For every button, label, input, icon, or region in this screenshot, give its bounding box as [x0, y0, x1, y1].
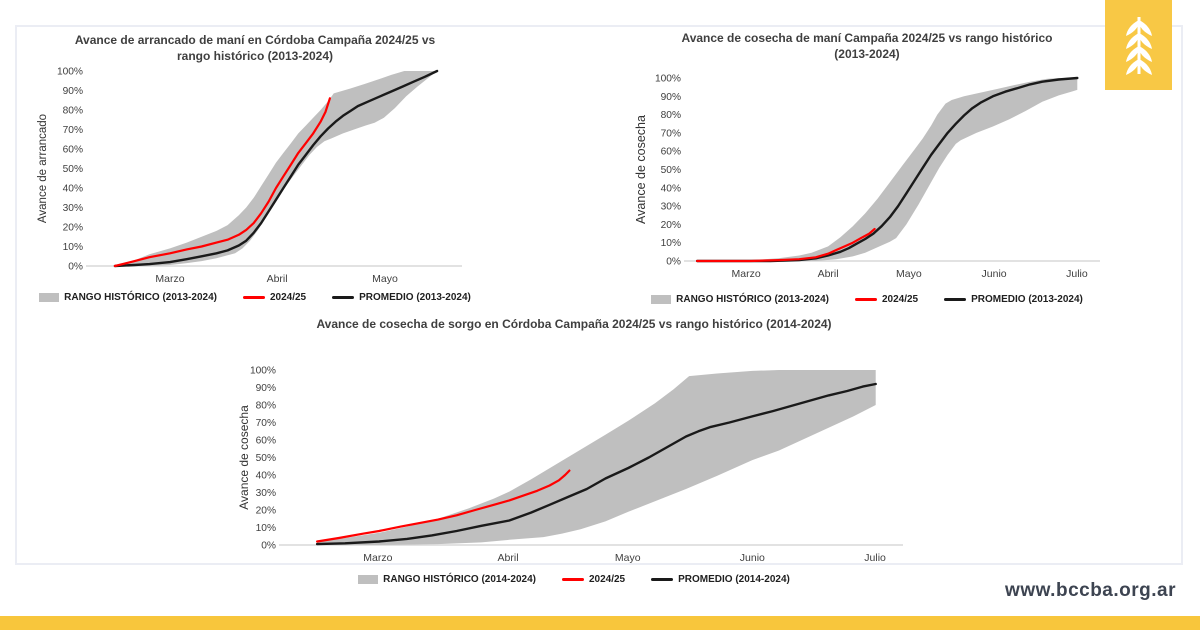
y-axis-title: Avance de cosecha	[237, 405, 251, 510]
svg-text:70%: 70%	[661, 128, 681, 139]
legend-label: 2024/25	[588, 574, 626, 585]
svg-text:80%: 80%	[661, 110, 681, 121]
svg-text:Marzo: Marzo	[731, 268, 760, 280]
svg-text:40%: 40%	[661, 183, 681, 194]
svg-text:60%: 60%	[256, 436, 276, 447]
legend-item: RANGO HISTÓRICO (2013-2024)	[39, 292, 217, 303]
chart-plot-area: 0% 10% 20% 30% 40% 50% 60% 70% 80% 90% 100% Marzo Ab…	[237, 366, 903, 564]
chart-legend: RANGO HISTÓRICO (2013-2024) 2024/25 PROMED…	[628, 294, 1106, 305]
legend-label: PROMEDIO (2013-2024)	[971, 294, 1083, 305]
svg-text:Junio: Junio	[740, 552, 765, 564]
chart-cosecha-sorgo: Avance de cosecha de sorgo en Córdoba Ca…	[228, 316, 920, 586]
svg-text:60%: 60%	[661, 147, 681, 158]
legend-item: 2024/25	[854, 294, 919, 305]
legend-label: 2024/25	[269, 292, 307, 303]
svg-text:Mayo: Mayo	[896, 268, 922, 280]
legend-label: RANGO HISTÓRICO (2013-2024)	[676, 294, 829, 305]
svg-text:Marzo: Marzo	[363, 552, 392, 564]
svg-text:80%: 80%	[63, 106, 83, 117]
svg-text:90%: 90%	[63, 86, 83, 97]
chart-title-line2: (2013-2024)	[834, 47, 900, 61]
legend-band-swatch	[651, 295, 672, 304]
svg-text:20%: 20%	[661, 220, 681, 231]
wheat-icon	[1125, 17, 1152, 75]
svg-text:100%: 100%	[655, 74, 681, 85]
svg-text:70%: 70%	[256, 418, 276, 429]
svg-text:Junio: Junio	[982, 268, 1007, 280]
svg-text:70%: 70%	[63, 125, 83, 136]
svg-text:50%: 50%	[661, 165, 681, 176]
chart-title-line2: rango histórico (2013-2024)	[176, 49, 334, 63]
svg-text:10%: 10%	[256, 523, 276, 534]
svg-text:0%: 0%	[666, 257, 681, 268]
legend-item: PROMEDIO (2013-2024)	[332, 292, 471, 303]
svg-text:40%: 40%	[256, 471, 276, 482]
chart-title: Avance de arrancado de maní en Córdoba C…	[30, 32, 480, 64]
legend-label: 2024/25	[881, 294, 919, 305]
legend-label: PROMEDIO (2014-2024)	[678, 574, 790, 585]
chart-legend: RANGO HISTÓRICO (2014-2024) 2024/25 PROMED…	[228, 574, 920, 585]
legend-label: PROMEDIO (2013-2024)	[359, 292, 471, 303]
svg-text:30%: 30%	[661, 202, 681, 213]
svg-text:90%: 90%	[661, 92, 681, 103]
svg-text:30%: 30%	[63, 203, 83, 214]
legend-band-swatch	[358, 575, 379, 584]
chart-title: Avance de cosecha de maní Campaña 2024/2…	[628, 30, 1106, 62]
chart-arrancado-mani: Avance de arrancado de maní en Córdoba C…	[30, 32, 480, 318]
svg-text:Julio: Julio	[1066, 268, 1088, 280]
chart-plot-area: 0% 10% 20% 30% 40% 50% 60% 70% 80% 90% 100% Marzo Ab…	[37, 67, 462, 285]
chart-cosecha-mani: Avance de cosecha de maní Campaña 2024/2…	[628, 30, 1106, 318]
svg-text:60%: 60%	[63, 145, 83, 156]
svg-text:30%: 30%	[256, 488, 276, 499]
legend-item: 2024/25	[242, 292, 307, 303]
legend-line-swatch	[854, 298, 877, 301]
svg-text:20%: 20%	[256, 506, 276, 517]
svg-text:80%: 80%	[256, 401, 276, 412]
svg-text:90%: 90%	[256, 383, 276, 394]
chart-title-line1: Avance de cosecha de maní Campaña 2024/2…	[681, 31, 1053, 45]
svg-text:40%: 40%	[63, 184, 83, 195]
chart-title-line1: Avance de cosecha de sorgo en Córdoba Ca…	[316, 317, 832, 331]
svg-text:Abril: Abril	[818, 268, 839, 280]
brand-logo-badge	[1105, 0, 1172, 90]
chart-card-frame	[15, 25, 1183, 565]
chart-title-line1: Avance de arrancado de maní en Córdoba C…	[74, 33, 436, 47]
website-url[interactable]: www.bccba.org.ar	[1005, 580, 1176, 601]
legend-line-swatch	[944, 298, 967, 301]
svg-text:20%: 20%	[63, 223, 83, 234]
svg-text:Abril: Abril	[267, 273, 288, 285]
svg-text:10%: 10%	[63, 242, 83, 253]
legend-item: PROMEDIO (2013-2024)	[944, 294, 1083, 305]
legend-line-swatch	[242, 296, 265, 299]
legend-line-swatch	[651, 578, 674, 581]
svg-text:Marzo: Marzo	[155, 273, 184, 285]
legend-line-swatch	[332, 296, 355, 299]
legend-item: PROMEDIO (2014-2024)	[651, 574, 790, 585]
svg-text:100%: 100%	[57, 67, 83, 78]
chart-legend: RANGO HISTÓRICO (2013-2024) 2024/25 PROMED…	[30, 292, 480, 303]
legend-label: RANGO HISTÓRICO (2014-2024)	[383, 574, 536, 585]
svg-text:Mayo: Mayo	[615, 552, 641, 564]
legend-band-swatch	[39, 293, 60, 302]
legend-item: RANGO HISTÓRICO (2014-2024)	[358, 574, 536, 585]
legend-item: RANGO HISTÓRICO (2013-2024)	[651, 294, 829, 305]
chart-plot-area: 0% 10% 20% 30% 40% 50% 60% 70% 80% 90% 100% Marzo Ab…	[634, 74, 1100, 280]
bottom-accent-bar	[0, 616, 1200, 630]
svg-text:50%: 50%	[256, 453, 276, 464]
svg-text:10%: 10%	[661, 238, 681, 249]
svg-text:Abril: Abril	[498, 552, 519, 564]
chart-title: Avance de cosecha de sorgo en Córdoba Ca…	[228, 316, 920, 332]
y-axis-title: Avance de arrancado	[37, 114, 49, 223]
legend-item: 2024/25	[561, 574, 626, 585]
svg-text:0%: 0%	[68, 262, 83, 273]
legend-label: RANGO HISTÓRICO (2013-2024)	[64, 292, 217, 303]
svg-text:0%: 0%	[261, 541, 276, 552]
svg-text:Mayo: Mayo	[372, 273, 398, 285]
svg-text:50%: 50%	[63, 164, 83, 175]
y-axis-title: Avance de cosecha	[634, 115, 648, 224]
svg-text:100%: 100%	[250, 366, 276, 377]
legend-line-swatch	[561, 578, 584, 581]
svg-text:Julio: Julio	[864, 552, 886, 564]
